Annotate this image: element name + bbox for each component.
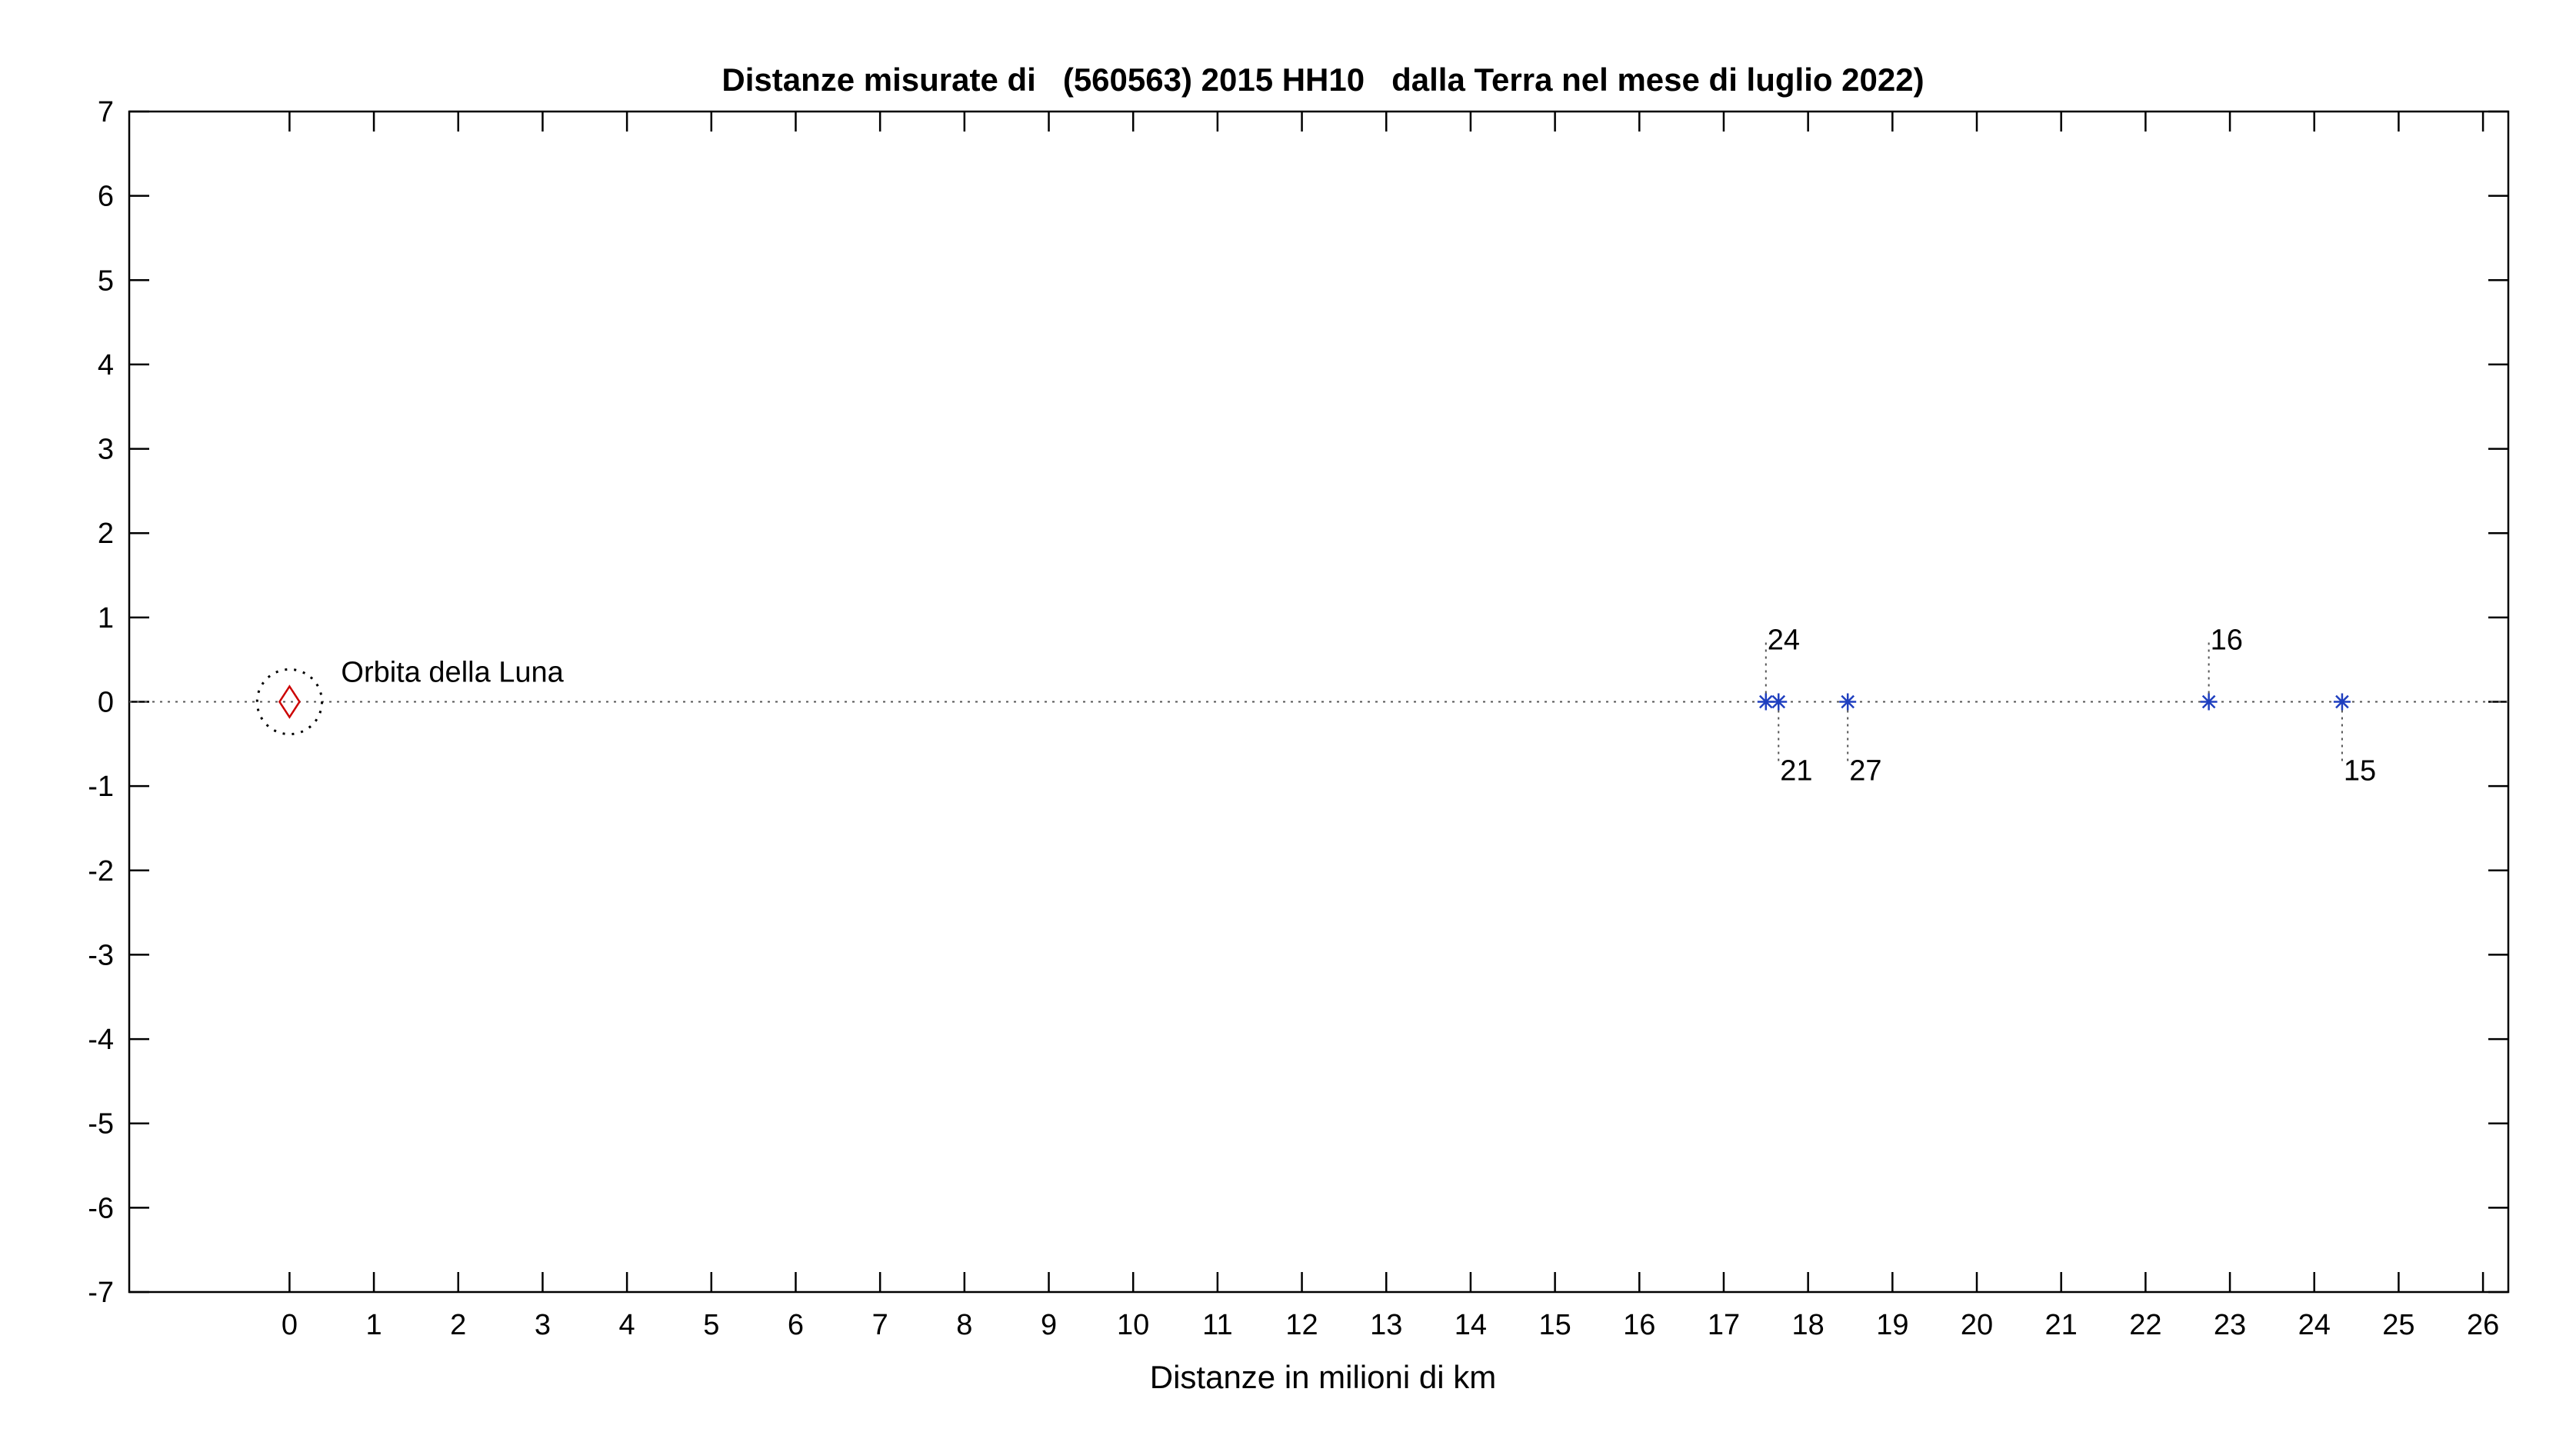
- y-tick-label: 1: [98, 602, 114, 634]
- x-tick-label: 3: [535, 1309, 551, 1341]
- x-tick-label: 6: [788, 1309, 804, 1341]
- x-tick-label: 8: [956, 1309, 972, 1341]
- y-tick-label: -1: [88, 771, 114, 803]
- earth-marker: [278, 684, 301, 719]
- asteroid-point: [1770, 693, 1788, 711]
- moon-orbit-label: Orbita della Luna: [341, 657, 564, 689]
- x-tick-label: 2: [450, 1309, 466, 1341]
- x-tick-label: 15: [1538, 1309, 1571, 1341]
- y-tick-label: 7: [98, 96, 114, 128]
- x-tick-label: 10: [1117, 1309, 1149, 1341]
- x-tick-label: 9: [1041, 1309, 1057, 1341]
- plot-frame: [128, 110, 2510, 1294]
- x-tick-label: 11: [1202, 1309, 1232, 1341]
- x-tick-label: 17: [1708, 1309, 1740, 1341]
- x-tick-label: 20: [1961, 1309, 1993, 1341]
- x-tick-label: 26: [2467, 1309, 2499, 1341]
- point-label: 24: [1768, 624, 1800, 657]
- asteroid-point: [2333, 693, 2351, 711]
- x-tick-label: 25: [2382, 1309, 2414, 1341]
- x-tick-label: 1: [366, 1309, 382, 1341]
- x-tick-label: 13: [1370, 1309, 1402, 1341]
- point-label: 21: [1780, 755, 1812, 788]
- x-tick-label: 23: [2214, 1309, 2246, 1341]
- x-tick-label: 5: [703, 1309, 719, 1341]
- y-tick-label: 2: [98, 518, 114, 550]
- y-tick-label: -3: [88, 939, 114, 971]
- x-tick-label: 21: [2045, 1309, 2078, 1341]
- moon-orbit: [255, 668, 324, 736]
- x-tick-label: 14: [1455, 1309, 1487, 1341]
- point-label: 27: [1849, 755, 1881, 788]
- chart-title: Distanze misurate di (560563) 2015 HH10 …: [721, 62, 1924, 98]
- plot-area: 0 1 2 3 4 5 6 7 8 9 10 11 12 13 14 15 16 17 18 19 20 21 22 23 24…: [88, 96, 2510, 1341]
- y-tick-label: 5: [98, 265, 114, 297]
- y-tick-label: -7: [88, 1277, 114, 1309]
- x-tick-label: 16: [1623, 1309, 1655, 1341]
- y-tick-label: -5: [88, 1108, 114, 1141]
- x-axis-label: Distanze in milioni di km: [1150, 1359, 1496, 1395]
- x-tick-label: 18: [1792, 1309, 1825, 1341]
- y-tick-label: -6: [88, 1192, 114, 1224]
- asteroid-point: [2200, 693, 2218, 711]
- x-tick-label: 12: [1285, 1309, 1318, 1341]
- x-tick-label: 24: [2298, 1309, 2331, 1341]
- asteroid-point: [1839, 693, 1857, 711]
- y-tick-label: -4: [88, 1024, 114, 1056]
- x-tick-label: 4: [619, 1309, 635, 1341]
- y-tick-label: -2: [88, 855, 114, 888]
- y-tick-label: 6: [98, 181, 114, 213]
- asteroid-point-stroke: [2201, 694, 2216, 709]
- point-label: 16: [2211, 624, 2243, 657]
- x-tick-label: 22: [2129, 1309, 2161, 1341]
- asteroid-point-stroke: [1841, 694, 1855, 709]
- y-tick-label: 3: [98, 434, 114, 466]
- asteroid-point-stroke: [1759, 694, 1773, 709]
- asteroid-point-stroke: [1771, 694, 1786, 709]
- x-tick-label: 0: [282, 1309, 298, 1341]
- point-label: 15: [2344, 755, 2376, 788]
- y-tick-label: 4: [98, 349, 114, 381]
- asteroid-point-stroke: [2335, 694, 2349, 709]
- y-tick-label: 0: [98, 687, 114, 719]
- x-tick-label: 19: [1876, 1309, 1908, 1341]
- x-tick-label: 7: [872, 1309, 888, 1341]
